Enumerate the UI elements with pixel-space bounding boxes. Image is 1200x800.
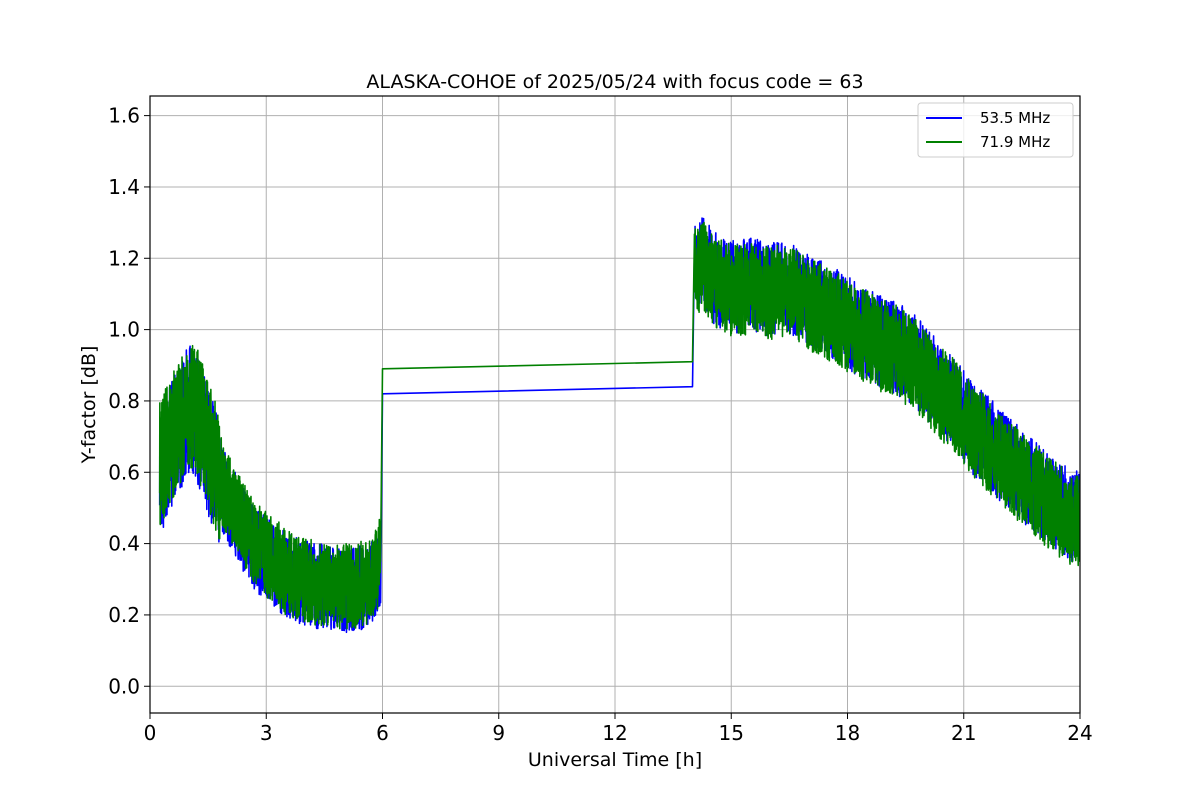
y-tick-label: 1.2 [108, 246, 140, 270]
y-axis-label: Y-factor [dB] [78, 346, 100, 465]
x-tick-label: 9 [492, 721, 505, 745]
x-tick-label: 24 [1067, 721, 1092, 745]
x-tick-label: 12 [602, 721, 627, 745]
x-tick-label: 21 [951, 721, 976, 745]
legend-label: 71.9 MHz [980, 133, 1050, 151]
y-tick-label: 1.6 [108, 104, 140, 128]
y-axis-ticks: 0.0 0.2 0.4 0.6 0.8 1.0 1.2 1.4 1.6 [108, 104, 150, 698]
chart-title: ALASKA-COHOE of 2025/05/24 with focus co… [366, 71, 863, 93]
legend: 53.5 MHz 71.9 MHz [917, 102, 1074, 158]
x-tick-label: 15 [719, 721, 744, 745]
y-tick-label: 1.4 [108, 175, 140, 199]
y-tick-label: 0.2 [108, 603, 140, 627]
y-tick-label: 0.0 [108, 674, 140, 698]
legend-box [917, 102, 1074, 158]
y-tick-label: 0.6 [108, 460, 140, 484]
legend-label: 53.5 MHz [980, 109, 1050, 127]
x-axis-label: Universal Time [h] [528, 749, 702, 771]
y-tick-label: 0.8 [108, 389, 140, 413]
y-tick-label: 1.0 [108, 318, 140, 342]
series-layer [158, 217, 1080, 634]
series-line-2 [158, 221, 1080, 630]
x-tick-label: 3 [260, 721, 273, 745]
x-tick-label: 6 [376, 721, 389, 745]
x-tick-label: 0 [144, 721, 157, 745]
x-axis-ticks: 0 3 6 9 12 15 18 21 24 [144, 713, 1093, 745]
x-tick-label: 18 [835, 721, 860, 745]
y-tick-label: 0.4 [108, 532, 140, 556]
